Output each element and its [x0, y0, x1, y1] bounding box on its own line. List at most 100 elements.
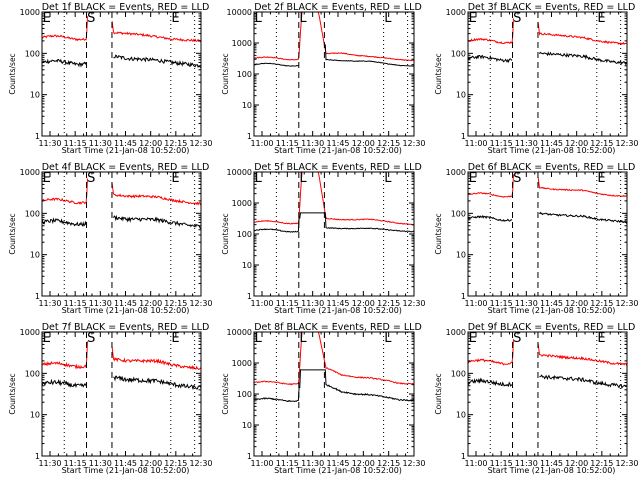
x-tick-label: 11:30: [301, 139, 324, 148]
y-tick-label: 1: [247, 452, 252, 461]
x-axis-label: Start Time (21-Jan-08 10:52:00): [62, 146, 190, 155]
panel-det-2: Det 2f BLACK = Events, RED = LLD Counts/s…: [221, 2, 426, 155]
x-tick-label: 12:00: [139, 139, 162, 148]
x-tick-label: 11:30: [38, 139, 61, 148]
interval-marker: L: [255, 171, 263, 186]
x-tick-label: 12:00: [352, 459, 375, 468]
interval-marker: S: [513, 11, 521, 26]
y-tick-label: 1000: [232, 359, 252, 368]
interval-marker: E: [171, 331, 179, 346]
x-tick-label: 12:30: [402, 299, 425, 308]
y-tick-label: 100: [237, 230, 252, 239]
interval-marker: L: [255, 11, 263, 26]
x-tick-label: 11:45: [326, 139, 349, 148]
plot-frame: [467, 11, 628, 137]
y-tick-label: 10: [242, 101, 252, 110]
series-line-events: [467, 211, 628, 225]
x-tick-label: 12:15: [590, 459, 613, 468]
panel-det-5: Det 5f BLACK = Events, RED = LLD Counts/s…: [221, 162, 426, 315]
x-tick-label: 11:15: [276, 299, 299, 308]
x-tick-label: 11:00: [250, 139, 273, 148]
interval-marker: E: [597, 11, 605, 26]
interval-marker: S: [513, 331, 521, 346]
plot-frame: [253, 331, 415, 457]
panel-det-8: Det 8f BLACK = Events, RED = LLD Counts/s…: [221, 322, 426, 475]
x-tick-label: 11:15: [64, 299, 87, 308]
plot-frame: [253, 11, 415, 137]
x-tick-label: 11:30: [301, 299, 324, 308]
chart-title: Det 6f BLACK = Events, RED = LLD: [468, 162, 636, 173]
interval-marker: E: [171, 171, 179, 186]
x-tick-label: 12:30: [402, 459, 425, 468]
chart-title: Det 9f BLACK = Events, RED = LLD: [468, 322, 636, 333]
x-tick-label: 11:15: [490, 299, 513, 308]
x-tick-label: 11:45: [540, 299, 563, 308]
x-tick-label: 11:00: [250, 459, 273, 468]
x-axis-label: Start Time (21-Jan-08 10:52:00): [488, 466, 616, 475]
x-tick-label: 11:30: [89, 299, 112, 308]
y-tick-label: 1: [461, 132, 466, 141]
x-tick-label: 11:45: [540, 459, 563, 468]
x-axis-label: Start Time (21-Jan-08 10:52:00): [488, 306, 616, 315]
y-tick-label: 1: [461, 292, 466, 301]
y-tick-label: 10: [456, 91, 466, 100]
x-tick-label: 12:30: [615, 299, 638, 308]
y-tick-label: 10000: [227, 168, 252, 177]
x-tick-label: 11:30: [89, 459, 112, 468]
series-line-lld: [41, 16, 202, 43]
y-tick-label: 10000: [227, 8, 252, 17]
panel-det-6: Det 6f BLACK = Events, RED = LLD Counts/s…: [434, 162, 639, 315]
x-tick-label: 12:15: [164, 299, 187, 308]
x-axis-label: Start Time (21-Jan-08 10:52:00): [274, 146, 402, 155]
y-tick-label: 1: [35, 292, 40, 301]
x-tick-label: 12:15: [164, 139, 187, 148]
y-tick-label: 100: [451, 209, 466, 218]
x-tick-label: 12:30: [615, 139, 638, 148]
x-axis-label: Start Time (21-Jan-08 10:52:00): [274, 466, 402, 475]
interval-marker: E: [43, 11, 51, 26]
x-tick-label: 11:30: [515, 139, 538, 148]
y-tick-label: 10: [242, 421, 252, 430]
panel-det-3: Det 3f BLACK = Events, RED = LLD Counts/s…: [434, 2, 639, 155]
y-tick-label: 10: [456, 251, 466, 260]
series-line-lld: [41, 341, 202, 371]
x-tick-label: 12:30: [402, 139, 425, 148]
y-tick-label: 10: [30, 251, 40, 260]
y-axis-label: Counts/sec: [434, 53, 443, 94]
x-tick-label: 12:00: [352, 139, 375, 148]
interval-marker: S: [87, 171, 95, 186]
plot-frame: [253, 171, 415, 297]
chart-title: Det 3f BLACK = Events, RED = LLD: [468, 2, 636, 13]
y-tick-label: 1000: [446, 328, 466, 337]
y-tick-label: 1000: [446, 168, 466, 177]
series-line-events: [253, 369, 415, 403]
y-axis-label: Counts/sec: [8, 373, 17, 414]
x-tick-label: 11:30: [515, 299, 538, 308]
y-tick-label: 1: [35, 132, 40, 141]
x-tick-label: 11:45: [114, 299, 137, 308]
chart-title: Det 8f BLACK = Events, RED = LLD: [254, 322, 422, 333]
interval-marker: L: [384, 11, 392, 26]
y-axis-label: Counts/sec: [8, 53, 17, 94]
x-tick-label: 11:45: [114, 459, 137, 468]
x-tick-label: 11:30: [515, 459, 538, 468]
interval-marker: E: [469, 331, 477, 346]
interval-marker: E: [43, 171, 51, 186]
x-tick-label: 12:00: [565, 139, 588, 148]
x-tick-label: 12:15: [377, 139, 400, 148]
interval-marker: E: [469, 171, 477, 186]
x-tick-label: 11:45: [326, 299, 349, 308]
x-tick-label: 11:45: [540, 139, 563, 148]
panel-det-1: Det 1f BLACK = Events, RED = LLD Counts/s…: [8, 2, 213, 155]
x-tick-label: 11:15: [490, 459, 513, 468]
y-tick-label: 1: [461, 452, 466, 461]
series-line-events: [253, 212, 415, 233]
x-tick-label: 11:15: [490, 139, 513, 148]
plot-frame: [41, 331, 202, 457]
series-line-events: [467, 51, 628, 66]
x-tick-label: 12:15: [377, 459, 400, 468]
y-axis-label: Counts/sec: [8, 213, 17, 254]
x-tick-label: 12:15: [590, 139, 613, 148]
